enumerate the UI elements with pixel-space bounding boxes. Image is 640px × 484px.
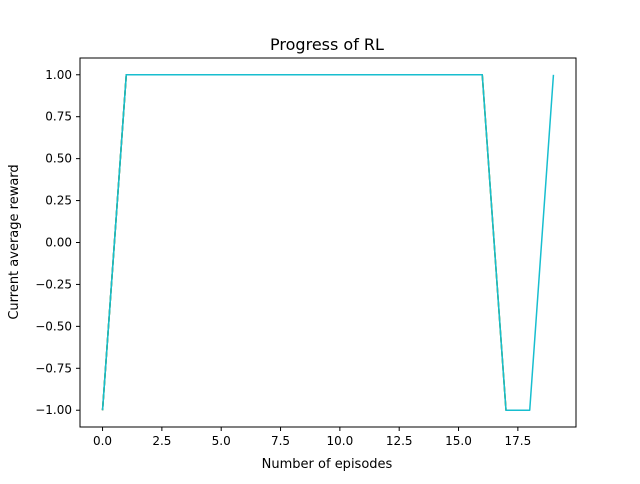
x-tick-label: 7.5	[271, 434, 290, 448]
y-tick-label: −0.50	[35, 319, 72, 333]
y-tick-label: 0.00	[45, 236, 72, 250]
plot-frame	[79, 57, 577, 428]
y-tick-label: 0.75	[45, 110, 72, 124]
x-tick-label: 2.5	[152, 434, 171, 448]
x-tick-label: 12.5	[386, 434, 413, 448]
plot-area	[80, 58, 576, 427]
y-tick-label: 1.00	[45, 68, 72, 82]
x-tick-label: 10.0	[327, 434, 354, 448]
y-tick-label: −0.25	[35, 277, 72, 291]
y-tick-label: −1.00	[35, 403, 72, 417]
x-tick-label: 5.0	[212, 434, 231, 448]
chart-title: Progress of RL	[270, 35, 384, 54]
y-axis-label: Current average reward	[7, 164, 22, 319]
x-tick-label: 17.5	[504, 434, 531, 448]
y-tick-label: −0.75	[35, 361, 72, 375]
x-tick-label: 15.0	[445, 434, 472, 448]
x-axis-ticks: 0.0 2.5 5.0 7.5 10.0 12.5 15.0 17.5	[93, 427, 531, 448]
y-tick-label: 0.50	[45, 152, 72, 166]
x-axis-label: Number of episodes	[262, 457, 393, 472]
series-line-4	[101, 74, 555, 411]
x-tick-label: 0.0	[93, 434, 112, 448]
y-axis-ticks: −1.00 −0.75 −0.50 −0.25 0.00 0.25 0.50 0.75 1.00	[35, 68, 80, 417]
y-tick-label: 0.25	[45, 194, 72, 208]
series-layer	[101, 74, 555, 411]
